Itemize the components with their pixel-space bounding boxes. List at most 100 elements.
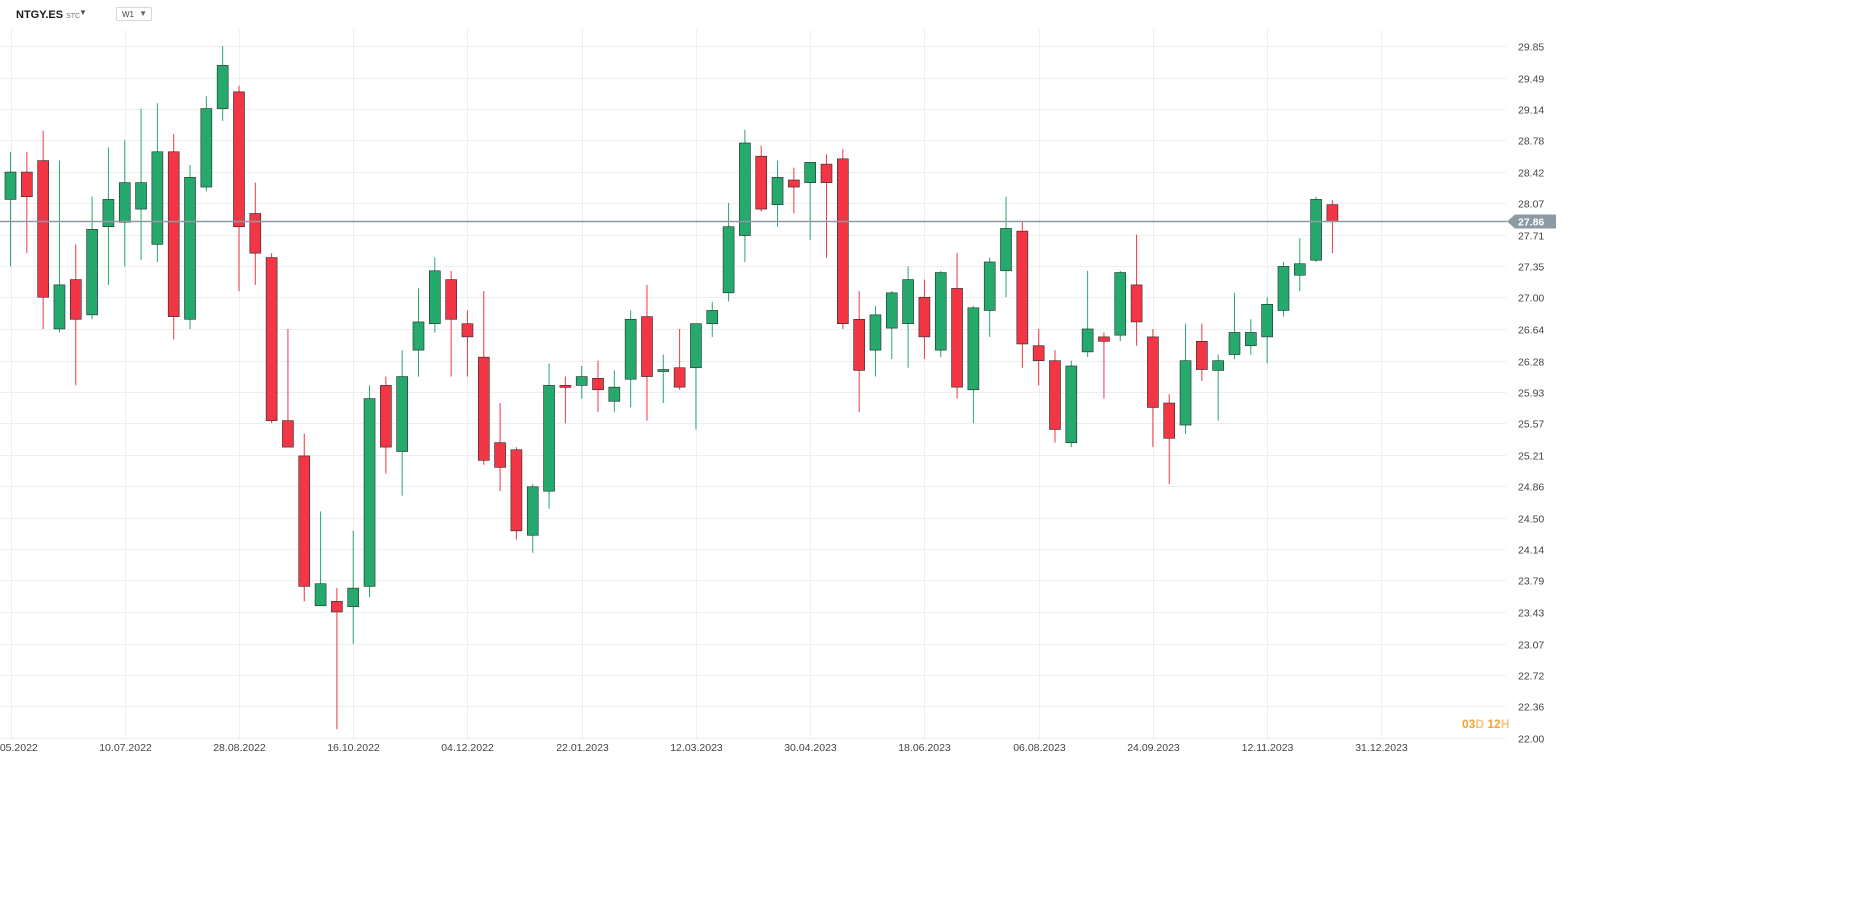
y-tick-label: 22.00 [1518,734,1544,746]
candle-body [363,398,376,587]
candle-up [1114,270,1127,342]
y-tick-label: 26.28 [1518,357,1544,369]
x-tick-label: 16.10.2022 [327,742,380,754]
candle-body [21,171,33,198]
candle-up [86,196,98,320]
candle-up [314,511,327,607]
candle-body [1179,360,1192,426]
candle-body [575,376,588,386]
x-tick-label: 04.12.2022 [441,742,494,754]
candle-body [1326,204,1339,222]
symbol-selector[interactable]: NTGY.ES STC [16,9,80,21]
chart-toolbar: NTGY.ES STC ▼ W1 ▼ [0,0,1866,30]
symbol-name: NTGY.ES [16,9,64,21]
x-tick-label: 31.12.2023 [1355,742,1408,754]
candle-body [788,179,800,188]
candle-up [1293,238,1306,292]
candle-body [820,163,833,183]
candle-down [673,328,686,390]
candle-up [608,370,621,412]
countdown-hours: 12 [1487,717,1501,731]
candle-body [706,310,719,324]
candle-down [1049,350,1061,443]
candle-up [526,484,539,553]
current-price-badge [1507,214,1556,229]
candle-down [1326,200,1339,254]
candle-down [1147,328,1159,448]
y-tick-label: 23.79 [1518,576,1544,588]
candle-body [494,442,506,468]
candle-body [592,378,604,391]
candle-body [1098,336,1110,342]
candle-up [657,354,670,404]
candle-body [1032,345,1045,362]
candle-body [167,151,180,317]
candle-up [885,291,898,359]
candle-body [200,108,213,188]
candle-body [739,142,751,236]
x-tick-label: 28.08.2022 [213,742,266,754]
candle-body [151,151,164,245]
candle-up [1228,292,1241,359]
candle-down [380,376,392,474]
candle-down [1163,394,1176,485]
candle-up [1310,196,1322,262]
candle-body [37,160,49,298]
candle-body [510,449,523,532]
candle-body [526,486,539,536]
candle-down [249,182,262,285]
candle-body [380,385,392,448]
candle-up [983,257,996,337]
candle-body [1212,360,1224,371]
candle-body [837,158,849,324]
candle-body [53,284,66,330]
x-tick-label: 10.07.2022 [99,742,152,754]
candle-up [624,310,637,408]
candle-up [902,266,914,368]
candle-body [559,385,572,388]
candle-body [657,369,670,372]
price-axis: 29.85 29.49 29.14 28.78 28.42 28.07 27.71 27.35… [1518,42,1544,746]
candle-down [641,284,653,421]
candle-body [983,261,996,311]
y-tick-label: 28.78 [1518,136,1544,148]
candle-body [1114,272,1127,336]
x-tick-label: 22.05.2022 [0,742,38,754]
y-tick-label: 25.57 [1518,419,1544,431]
candle-body [755,155,768,210]
candle-up [363,385,376,597]
candle-up [690,323,702,430]
candle-down [559,376,572,424]
candle-body [869,314,882,351]
y-tick-label: 24.86 [1518,482,1544,494]
candle-body [608,386,621,402]
symbol-dropdown-icon[interactable]: ▼ [79,8,87,17]
candle-body [1000,228,1012,272]
candle-body [249,213,262,254]
candle-body [1245,332,1257,347]
candle-body [771,177,784,205]
x-tick-label: 06.08.2023 [1013,742,1066,754]
candle-body [1277,266,1290,311]
candle-down [951,253,963,399]
candle-body [69,279,82,320]
countdown-days: 03 [1462,717,1476,731]
candle-up [135,108,147,261]
candle-down [1098,332,1110,399]
candle-down [918,279,931,359]
interval-selector[interactable]: W1 ▼ [116,7,152,21]
y-tick-label: 28.42 [1518,168,1544,180]
time-axis: 22.05.2022 10.07.2022 28.08.2022 16.10.2022… [0,742,1408,754]
y-tick-label: 25.93 [1518,388,1544,400]
candle-up [1065,360,1078,448]
candle-body [902,279,914,324]
candle-body [1065,365,1078,443]
candle-down [1196,323,1208,381]
candle-body [624,318,637,380]
x-tick-label: 12.03.2023 [670,742,723,754]
y-tick-label: 29.49 [1518,74,1544,86]
candle-up [771,160,784,227]
y-tick-label: 29.14 [1518,105,1544,117]
candle-body [184,177,196,320]
